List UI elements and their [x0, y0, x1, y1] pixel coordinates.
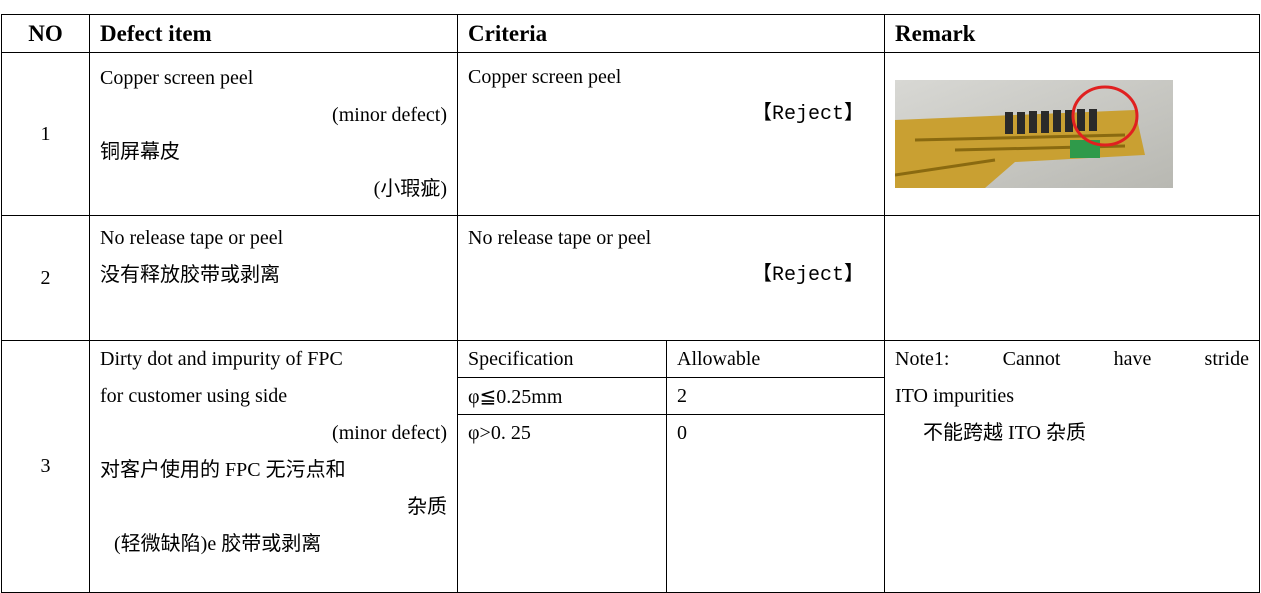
word: stride: [1204, 348, 1249, 370]
remark-cell: [884, 52, 1260, 216]
defect-cell: Copper screen peel (minor defect) 铜屏幕皮 (…: [89, 52, 458, 216]
text: for customer using side: [100, 385, 288, 407]
text: (minor defect): [332, 104, 447, 126]
spec-cell: φ≦0.25mm: [457, 377, 667, 415]
text: No release tape or peel: [468, 227, 652, 249]
spec-header: Specification: [457, 340, 667, 378]
word: have: [1113, 348, 1152, 370]
text: Dirty dot and impurity of FPC: [100, 348, 343, 370]
text: Copper screen peel: [468, 66, 622, 88]
text: Note1: Cannot have stride: [895, 341, 1249, 378]
spec-cell: φ>0. 25: [457, 414, 667, 593]
no-cell: 2: [1, 215, 90, 341]
text: (minor defect): [332, 422, 447, 444]
text: Copper screen peel: [100, 67, 254, 89]
row: 2 No release tape or peel 没有释放胶带或剥离 No r…: [1, 215, 1260, 341]
text: No release tape or peel: [100, 227, 284, 249]
text: 铜屏幕皮: [100, 141, 180, 163]
word: Cannot: [1002, 348, 1061, 370]
text: 【Reject】: [751, 264, 864, 287]
text: 没有释放胶带或剥离: [100, 264, 280, 286]
no-cell: 1: [1, 52, 90, 216]
word: Note1:: [895, 348, 950, 370]
row: 3 Dirty dot and impurity of FPC for cust…: [1, 340, 1260, 593]
text: (小瑕疵): [373, 178, 447, 200]
row: φ>0. 25 0: [2, 414, 1260, 593]
text: 【Reject】: [751, 103, 864, 126]
criteria-cell: No release tape or peel 【Reject】: [457, 215, 885, 341]
header-cell: Remark: [884, 14, 1260, 53]
header-cell: Defect item: [89, 14, 458, 53]
text: 0: [677, 422, 687, 444]
photo: [895, 80, 1173, 188]
spec-cell: 2: [666, 377, 885, 415]
header-row: NO Defect item Criteria Remark: [1, 14, 1260, 53]
header-cell: Criteria: [457, 14, 885, 53]
remark-cell: [884, 215, 1260, 341]
defect-cell: Dirty dot and impurity of FPC for custom…: [89, 340, 458, 593]
text: φ>0. 25: [468, 422, 531, 444]
text: (轻微缺陷)e 胶带或剥离: [114, 533, 322, 555]
text: 杂质: [407, 496, 447, 518]
text: 不能跨越 ITO 杂质: [923, 422, 1086, 444]
spec-header: Allowable: [666, 340, 885, 378]
row: 1 Copper screen peel (minor defect) 铜屏幕皮…: [1, 52, 1260, 216]
header-cell: NO: [1, 14, 90, 53]
text: 对客户使用的 FPC 无污点和: [100, 459, 346, 481]
criteria-cell: Copper screen peel 【Reject】: [457, 52, 885, 216]
defect-table: NO Defect item Criteria Remark 1 Copper …: [1, 14, 1260, 593]
row: φ≦0.25mm 2: [2, 377, 1260, 415]
no-cell: 3: [1, 340, 90, 593]
remark-cell: Note1: Cannot have stride ITO impurities…: [884, 340, 1260, 593]
spec-cell: 0: [666, 414, 885, 593]
text: ITO impurities: [895, 385, 1015, 407]
defect-cell: No release tape or peel 没有释放胶带或剥离: [89, 215, 458, 341]
